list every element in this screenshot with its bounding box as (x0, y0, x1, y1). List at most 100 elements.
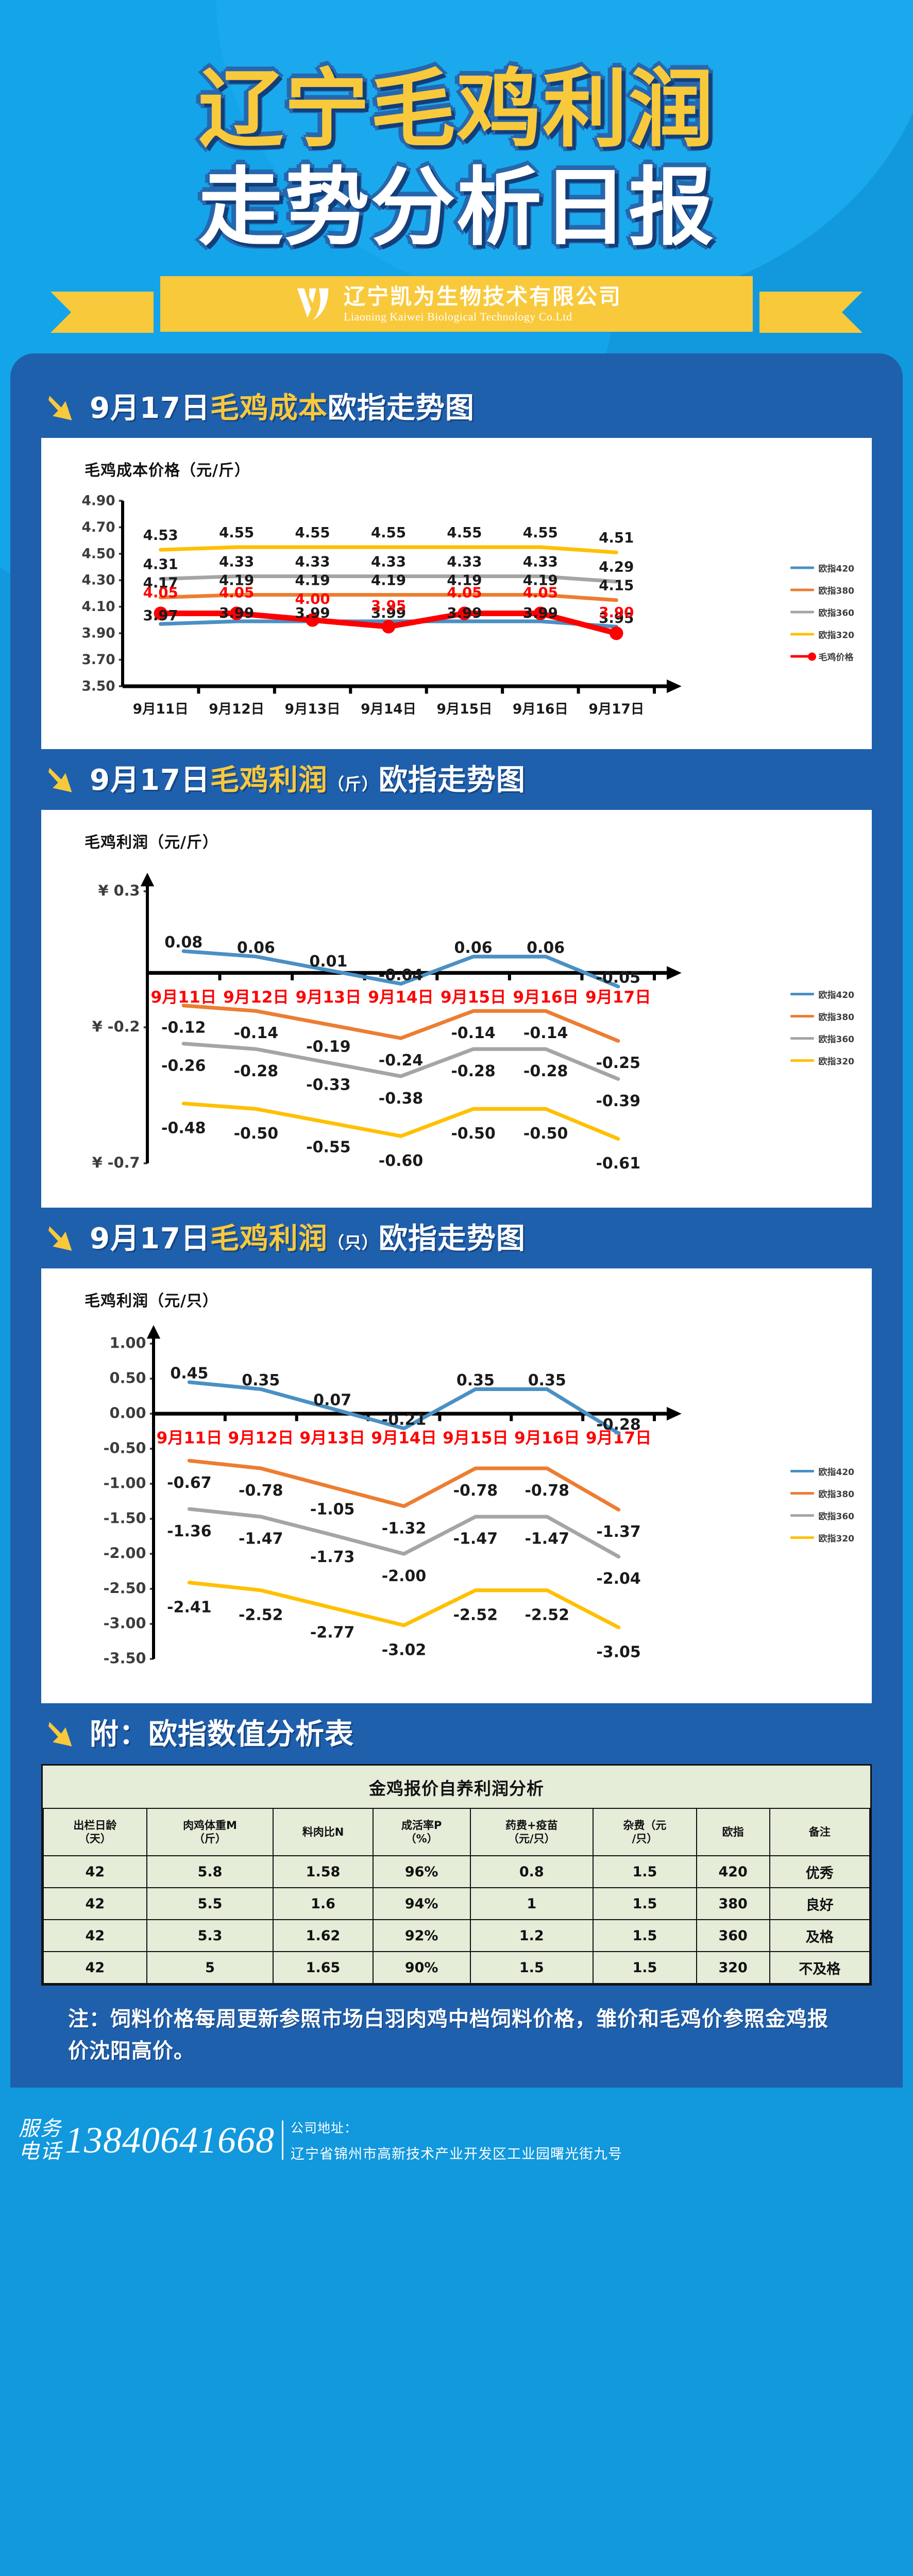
svg-text:4.33: 4.33 (523, 553, 558, 570)
svg-text:-0.14: -0.14 (451, 1024, 495, 1042)
svg-text:0.01: 0.01 (309, 953, 347, 971)
hero-title: 辽宁毛鸡利润 走势分析日报 (0, 67, 913, 250)
table-cell: 1.5 (592, 1919, 697, 1952)
svg-text:3.90: 3.90 (599, 604, 634, 621)
svg-text:3.97: 3.97 (143, 607, 178, 624)
analysis-table-wrapper: 金鸡报价自养利润分析 出栏日龄 （天） 肉鸡体重M （斤） 料肉比N 成活率P （%） 药费+… (41, 1764, 872, 1986)
svg-text:0.06: 0.06 (237, 939, 275, 957)
svg-text:9月11日: 9月11日 (133, 701, 189, 717)
chart-card-1: 毛鸡成本价格（元/斤） 3.50 3.70 3.90 4.10 4.30 4.50 4.70… (41, 438, 872, 749)
legend-label-ou380: 欧指380 (818, 1489, 855, 1500)
table-body: 42 5.8 1.58 96% 0.8 1.5 420 优秀 42 5.5 1.6 94% 1 1.5 38… (43, 1855, 871, 1984)
chart-1-title: 毛鸡成本价格（元/斤） (84, 462, 250, 480)
svg-text:-0.21: -0.21 (382, 1411, 426, 1429)
section-3-title: 9月17日毛鸡利润（只）欧指走势图 (90, 1224, 526, 1255)
svg-text:-0.28: -0.28 (596, 1416, 640, 1434)
section-1-date: 9月17日 (90, 391, 210, 425)
footer-divider (282, 2121, 283, 2160)
chart-card-2: 毛鸡利润（元/斤） ¥ -0.7 ¥ -0.2 ¥ 0.3 9月11日 9月12日 9月1… (41, 810, 872, 1208)
svg-text:9月13日: 9月13日 (296, 988, 361, 1007)
legend-label-chicken-price: 毛鸡价格 (818, 652, 854, 663)
section-2-unit: （斤） (327, 774, 379, 794)
svg-text:-2.00: -2.00 (104, 1544, 146, 1562)
svg-text:4.33: 4.33 (295, 553, 330, 570)
section-3-suffix: 欧指走势图 (378, 1222, 526, 1256)
footer-address-value: 辽宁省锦州市高新技术产业开发区工业园曙光街九号 (291, 2146, 622, 2162)
legend-swatch-ou420 (790, 993, 814, 995)
chart-2-title: 毛鸡利润（元/斤） (84, 834, 218, 852)
chart-3-title: 毛鸡利润（元/只） (84, 1292, 218, 1310)
svg-text:-1.36: -1.36 (167, 1522, 211, 1540)
section-1-header: 9月17日毛鸡成本欧指走势图 (47, 393, 872, 425)
svg-text:9月15日: 9月15日 (441, 988, 506, 1007)
svg-text:-0.61: -0.61 (596, 1155, 640, 1173)
svg-text:4.30: 4.30 (81, 572, 115, 588)
table-col-header: 料肉比N (273, 1808, 374, 1856)
legend-item: 毛鸡价格 (790, 650, 855, 663)
legend-label-ou320: 欧指320 (818, 1057, 855, 1067)
table-cell: 42 (43, 1855, 147, 1888)
svg-text:9月14日: 9月14日 (368, 988, 433, 1007)
footer-tel-label-line2: 电话 (19, 2140, 62, 2163)
svg-text:9月11日: 9月11日 (151, 988, 216, 1007)
arrow-down-right-icon (48, 768, 72, 792)
chart-1-area: 3.50 3.70 3.90 4.10 4.30 4.50 4.70 4.90 9月11日 9月1… (55, 482, 858, 742)
svg-text:9月12日: 9月12日 (209, 701, 264, 717)
table-cell: 及格 (769, 1919, 871, 1952)
svg-text:4.50: 4.50 (81, 546, 115, 562)
footer-address-block: 公司地址： 辽宁省锦州市高新技术产业开发区工业园曙光街九号 (283, 2118, 622, 2163)
svg-text:3.70: 3.70 (81, 652, 115, 668)
svg-text:-0.25: -0.25 (596, 1054, 640, 1072)
ribbon-tail-left (50, 292, 154, 333)
section-2-title: 9月17日毛鸡利润（斤）欧指走势图 (90, 763, 526, 797)
svg-text:¥ 0.3: ¥ 0.3 (98, 882, 140, 899)
svg-text:4.33: 4.33 (219, 553, 254, 570)
svg-text:-0.78: -0.78 (525, 1482, 569, 1500)
svg-text:4.70: 4.70 (81, 519, 115, 535)
svg-text:-2.52: -2.52 (453, 1606, 498, 1624)
svg-text:4.33: 4.33 (371, 553, 406, 570)
svg-text:¥ -0.7: ¥ -0.7 (92, 1154, 140, 1171)
svg-text:-0.28: -0.28 (234, 1062, 278, 1080)
legend-item: 欧指420 (790, 1465, 854, 1478)
svg-text:-1.00: -1.00 (104, 1474, 146, 1492)
footer-phone-number[interactable]: 13840641668 (65, 2119, 275, 2161)
svg-text:9月11日: 9月11日 (157, 1429, 222, 1448)
svg-text:-0.26: -0.26 (161, 1057, 206, 1075)
svg-text:-0.19: -0.19 (306, 1038, 350, 1056)
svg-text:4.55: 4.55 (371, 524, 406, 541)
legend-swatch-ou380 (790, 1492, 814, 1495)
svg-text:4.05: 4.05 (143, 584, 178, 601)
svg-text:3.99: 3.99 (371, 604, 406, 621)
legend-item: 欧指380 (790, 1487, 855, 1500)
svg-text:3.90: 3.90 (81, 625, 115, 641)
svg-text:-0.50: -0.50 (234, 1125, 278, 1143)
table-cell: 1.5 (592, 1855, 697, 1888)
svg-text:4.05: 4.05 (523, 584, 558, 601)
svg-text:-0.05: -0.05 (596, 969, 640, 987)
legend-swatch-ou380 (790, 1015, 814, 1018)
svg-text:-0.50: -0.50 (523, 1125, 568, 1143)
svg-text:0.06: 0.06 (527, 939, 565, 957)
svg-text:-0.55: -0.55 (306, 1138, 350, 1156)
chart-card-3: 毛鸡利润（元/只） 1.00 0.50 0.00 -0.50 -1.00 -1.50 -2.… (41, 1268, 872, 1703)
legend-swatch-ou320 (790, 1059, 814, 1062)
svg-text:-0.39: -0.39 (596, 1092, 640, 1110)
table-cell: 90% (372, 1951, 471, 1984)
company-ribbon-inner: 辽宁凯为生物技术有限公司 Liaoning Kaiwei Biological … (160, 276, 753, 332)
svg-text:4.29: 4.29 (599, 558, 634, 575)
section-3-header: 9月17日毛鸡利润（只）欧指走势图 (47, 1223, 872, 1255)
kaiwei-logo-icon (297, 288, 329, 320)
legend-item: 欧指320 (790, 1054, 855, 1067)
table-col-header: 杂费（元/只） (592, 1808, 697, 1856)
section-2-date: 9月17日 (90, 763, 210, 797)
svg-text:-0.14: -0.14 (523, 1024, 568, 1042)
table-cell: 42 (43, 1919, 147, 1952)
svg-text:9月17日: 9月17日 (588, 701, 644, 717)
company-name-block: 辽宁凯为生物技术有限公司 Liaoning Kaiwei Biological … (344, 284, 622, 324)
svg-text:-1.47: -1.47 (453, 1530, 498, 1548)
table-caption: 金鸡报价自养利润分析 (369, 1778, 544, 1799)
svg-text:0.45: 0.45 (170, 1365, 208, 1383)
legend-label-ou320: 欧指320 (818, 1534, 855, 1544)
svg-text:9月17日: 9月17日 (585, 988, 651, 1007)
